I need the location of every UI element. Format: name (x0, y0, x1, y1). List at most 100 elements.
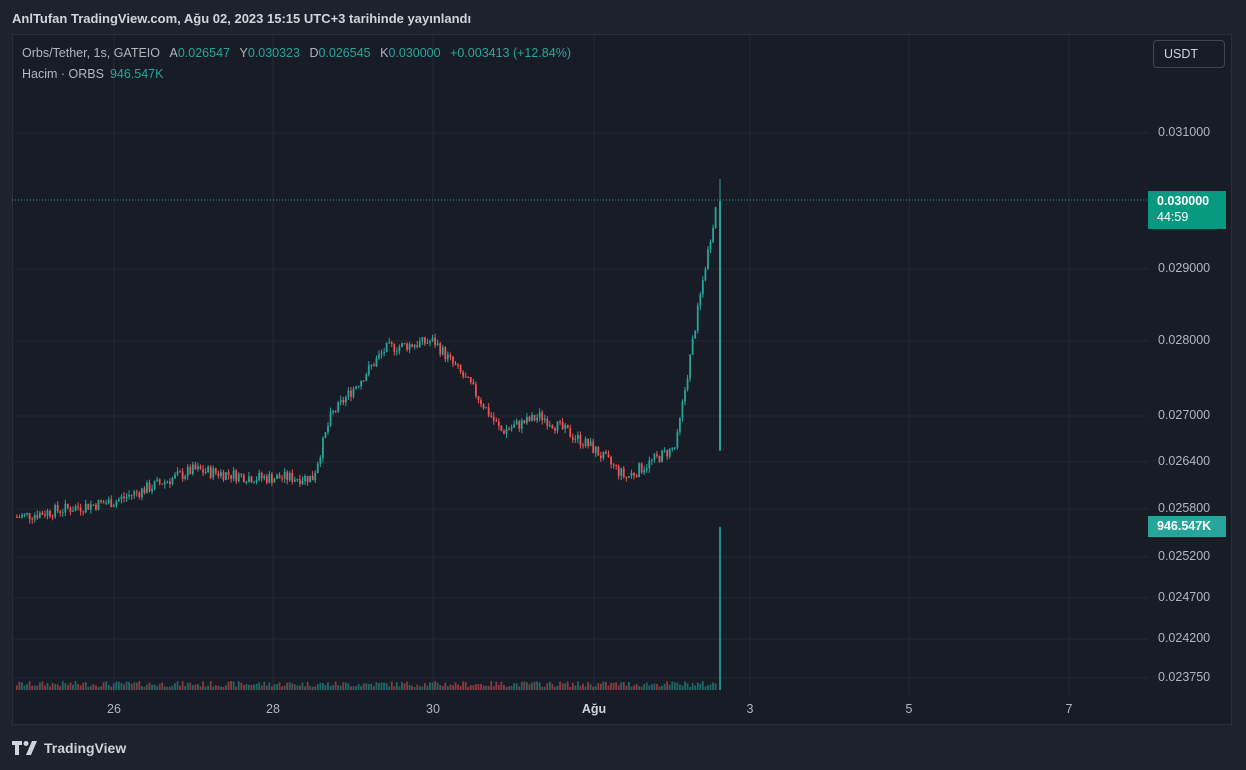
volume-legend: Hacim · ORBS 946.547K (22, 67, 163, 81)
close-value: 0.030000 (388, 46, 441, 60)
volume-bar (77, 684, 79, 690)
volume-bar (21, 682, 23, 690)
volume-bar (388, 686, 391, 690)
candle-body (105, 503, 108, 505)
volume-bar (686, 683, 689, 690)
candle-body (77, 506, 79, 508)
candle-body (681, 401, 684, 418)
volume-bar (490, 681, 493, 690)
candle-body (373, 364, 375, 367)
candle-body (367, 365, 370, 375)
last-price-value: 0.030000 (1157, 194, 1210, 208)
candle-body (245, 482, 248, 484)
volume-bar (204, 686, 207, 690)
candle-body (171, 477, 174, 485)
candle-body (33, 515, 36, 520)
volume-bar (411, 685, 414, 690)
candle-body (225, 472, 227, 480)
volume-bar (74, 681, 77, 690)
candle-body (457, 364, 459, 366)
candle-body (237, 473, 240, 482)
candle-body (526, 416, 528, 424)
candle-body (143, 488, 146, 494)
volume-bar (355, 686, 357, 690)
volume-bar (395, 682, 398, 690)
candle-body (69, 507, 72, 512)
candle-body (579, 434, 582, 446)
volume-bar (569, 686, 572, 690)
volume-bar (551, 683, 554, 690)
volume-bar (548, 681, 551, 690)
candle-body (41, 512, 44, 515)
candle-body (622, 468, 625, 477)
candle-body (441, 347, 444, 355)
candle-body (462, 372, 465, 377)
candle-body (120, 496, 123, 500)
price-axis-label: 0.024200 (1158, 631, 1211, 645)
volume-bar (515, 683, 518, 690)
candle-body (492, 416, 495, 421)
candle-body (133, 491, 136, 496)
last-volume-bar (719, 527, 721, 690)
volume-bar (214, 685, 217, 690)
volume-bar (194, 684, 197, 690)
candle-body (360, 380, 363, 387)
candle-body (72, 510, 74, 512)
candle-body (49, 510, 51, 517)
volume-bar (640, 686, 643, 690)
candle-body (416, 345, 419, 347)
volume-bar (602, 681, 605, 690)
volume-bar (299, 685, 301, 690)
candle-body (304, 475, 306, 481)
volume-bar (140, 685, 143, 690)
candle-body (248, 476, 250, 483)
candle-body (202, 469, 204, 473)
candle-body (100, 500, 102, 502)
volume-bar (467, 686, 470, 690)
close-key: K (380, 46, 389, 60)
volume-bar (635, 683, 638, 690)
volume-bar (633, 685, 635, 690)
volume-bar (684, 681, 686, 690)
volume-bar (327, 682, 329, 690)
volume-bar (253, 684, 255, 690)
candle-body (347, 390, 350, 397)
candle-body (477, 396, 480, 400)
volume-bar (679, 684, 681, 690)
volume-bar (699, 683, 702, 690)
candle-body (64, 503, 67, 513)
volume-bar (291, 683, 294, 690)
volume-bar (268, 682, 271, 690)
candle-body (151, 488, 153, 492)
candle-body (89, 504, 92, 510)
tradingview-logo[interactable]: TradingView (12, 740, 126, 756)
candle-body (95, 504, 97, 510)
chart-panel[interactable] (12, 34, 1232, 725)
candle-body (635, 475, 638, 478)
volume-bar (401, 682, 403, 690)
candle-body (242, 474, 245, 483)
volume-bar (469, 685, 472, 690)
time-axis-label: 26 (107, 702, 121, 716)
candle-body (18, 517, 21, 519)
volume-bar (416, 684, 419, 690)
candle-body (650, 459, 653, 461)
volume-bar (288, 682, 291, 690)
candle-body (617, 466, 620, 476)
volume-bar (118, 681, 120, 690)
volume-bar (130, 683, 133, 690)
volume-bar (485, 685, 487, 690)
volume-bar (169, 686, 171, 690)
volume-bar (365, 683, 368, 690)
candle-body (648, 460, 651, 469)
candle-body (324, 432, 327, 438)
volume-bar (612, 683, 615, 690)
currency-button[interactable]: USDT (1153, 40, 1225, 68)
volume-bar (487, 685, 490, 690)
candle-body (380, 352, 383, 355)
volume-bar (197, 683, 199, 690)
volume-bar (207, 685, 210, 690)
candle-body (273, 478, 276, 483)
volume-bar (67, 684, 69, 690)
